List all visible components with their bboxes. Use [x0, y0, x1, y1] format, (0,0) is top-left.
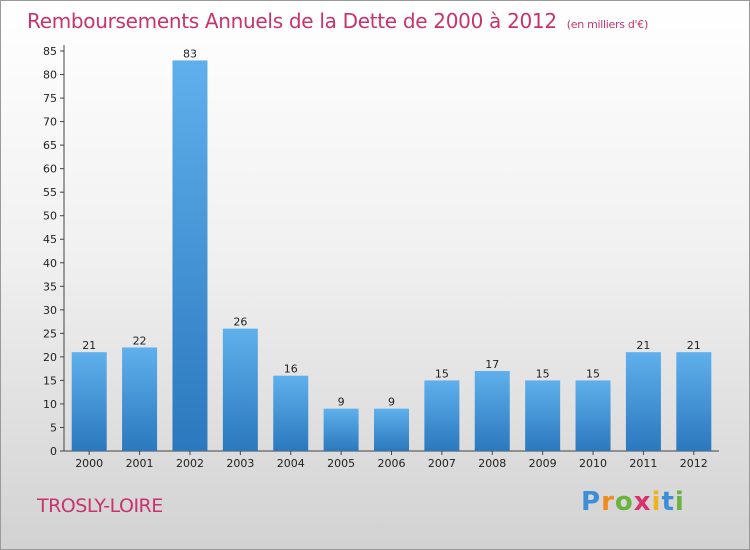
bar-value-label: 26 [233, 316, 247, 329]
bar [525, 380, 561, 451]
x-tick-label: 2004 [277, 457, 305, 470]
y-tick-label: 20 [43, 351, 57, 364]
y-tick-label: 0 [50, 445, 57, 458]
bar [575, 380, 611, 451]
bar [71, 352, 107, 451]
y-tick-label: 75 [43, 92, 57, 105]
x-tick-label: 2000 [75, 457, 103, 470]
y-tick-label: 35 [43, 280, 57, 293]
bar-value-label: 9 [388, 396, 395, 409]
bar-layer: 21 22 83 26 16 9 9 15 17 15 15 21 21 [71, 47, 712, 451]
x-tick-label: 2005 [327, 457, 355, 470]
y-tick-label: 60 [43, 163, 57, 176]
y-tick-label: 45 [43, 233, 57, 246]
bar [474, 371, 510, 451]
x-tick-label: 2010 [579, 457, 607, 470]
y-tick-label: 80 [43, 69, 57, 82]
x-tick-label: 2002 [176, 457, 204, 470]
commune-name: TROSLY-LOIRE [37, 495, 163, 517]
y-tick-label: 40 [43, 257, 57, 270]
bar-value-label: 21 [687, 339, 701, 352]
bar [222, 328, 258, 451]
x-tick-label: 2009 [529, 457, 557, 470]
logo-letter: o [614, 487, 634, 517]
bar-value-label: 16 [284, 363, 298, 376]
y-tick-label: 15 [43, 374, 57, 387]
x-tick-label: 2006 [378, 457, 406, 470]
chart-title: Remboursements Annuels de la Dette de 20… [27, 9, 648, 33]
bar-value-label: 83 [183, 47, 197, 60]
logo-letter: t [661, 487, 675, 517]
x-tick-label: 2007 [428, 457, 456, 470]
y-tick-label: 5 [50, 421, 57, 434]
bar [323, 408, 359, 451]
y-tick-label: 10 [43, 398, 57, 411]
x-tick-label: 2001 [126, 457, 154, 470]
proxiti-logo: Proxiti [581, 487, 685, 517]
chart-subtitle: (en milliers d'€) [566, 18, 648, 31]
y-tick-label: 85 [43, 45, 57, 58]
logo-letter: i [674, 487, 685, 517]
bar-value-label: 22 [133, 334, 147, 347]
logo-letter: P [581, 487, 602, 517]
x-tick-label: 2011 [629, 457, 657, 470]
bar-value-label: 21 [636, 339, 650, 352]
y-tick-label: 55 [43, 186, 57, 199]
bar-value-label: 9 [338, 396, 345, 409]
bar-value-label: 15 [435, 367, 449, 380]
axis-layer: 0 5 10 15 20 25 30 35 40 45 50 55 60 65 70 75 80 85 2000 20… [43, 45, 719, 470]
y-tick-label: 65 [43, 139, 57, 152]
y-tick-label: 30 [43, 304, 57, 317]
bar [625, 352, 661, 451]
logo-letter: i [651, 487, 662, 517]
bar [374, 408, 409, 451]
x-tick-label: 2003 [226, 457, 254, 470]
bar-value-label: 15 [586, 367, 600, 380]
x-tick-label: 2012 [680, 457, 708, 470]
bar [676, 352, 712, 451]
bar-value-label: 17 [485, 358, 499, 371]
logo-letter: r [601, 487, 615, 517]
bar [273, 375, 309, 451]
logo-letter: x [633, 487, 652, 517]
bar [172, 60, 208, 451]
bar-value-label: 21 [82, 339, 96, 352]
y-tick-label: 70 [43, 116, 57, 129]
y-tick-label: 25 [43, 327, 57, 340]
bar [424, 380, 460, 451]
bar [122, 347, 158, 451]
x-tick-label: 2008 [478, 457, 506, 470]
bar-value-label: 15 [536, 367, 550, 380]
chart-title-text: Remboursements Annuels de la Dette de 20… [27, 9, 557, 33]
y-tick-label: 50 [43, 210, 57, 223]
